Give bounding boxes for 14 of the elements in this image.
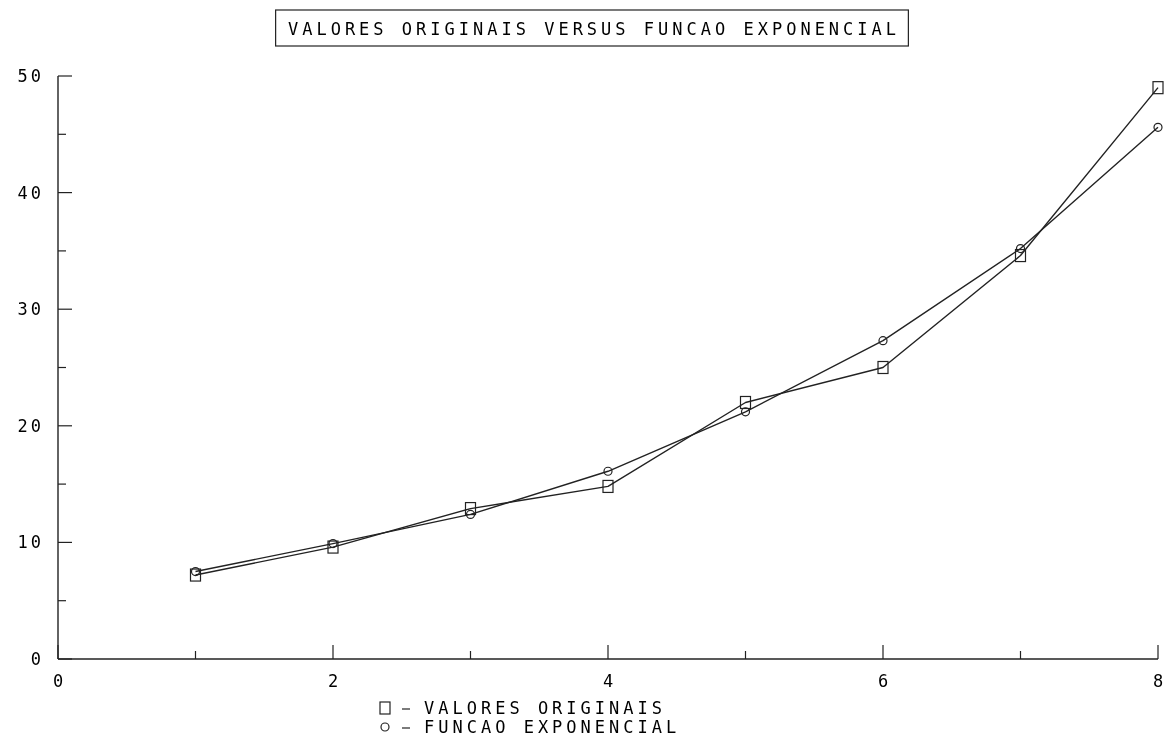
- y-tick-label: 0: [30, 649, 44, 669]
- legend-label: FUNCAO EXPONENCIAL: [424, 717, 681, 737]
- legend-label: VALORES ORIGINAIS: [424, 698, 666, 718]
- x-tick-label: 4: [602, 671, 614, 691]
- y-tick-label: 50: [17, 66, 44, 86]
- x-tick-label: 6: [877, 671, 889, 691]
- y-tick-label: 10: [17, 532, 44, 553]
- y-tick-label: 40: [17, 182, 44, 203]
- x-tick-label: 8: [1152, 671, 1164, 691]
- chart-title: VALORES ORIGINAIS VERSUS FUNCAO EXPONENCIAL: [287, 19, 901, 39]
- x-tick-label: 2: [327, 671, 339, 691]
- y-tick-label: 20: [17, 415, 44, 436]
- y-tick-label: 30: [17, 299, 44, 320]
- x-tick-label: 0: [52, 671, 64, 691]
